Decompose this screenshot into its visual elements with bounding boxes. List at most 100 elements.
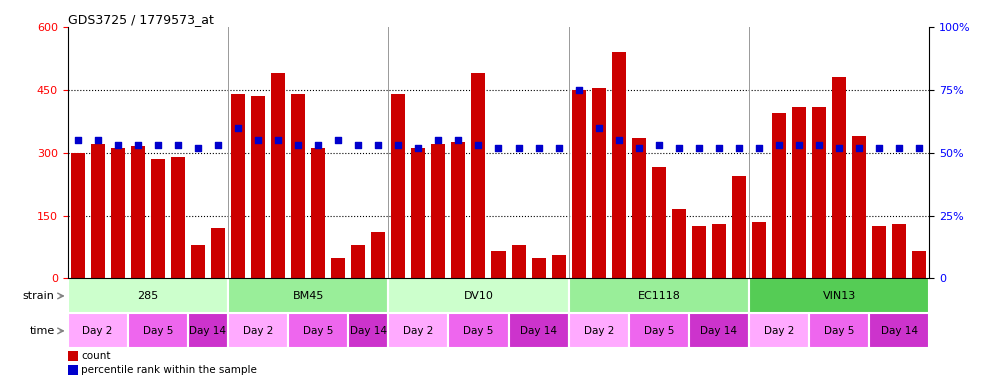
- Point: [70, 137, 85, 143]
- Bar: [672, 209, 686, 278]
- Point: [571, 87, 586, 93]
- Bar: [509, 313, 569, 348]
- Bar: [732, 176, 746, 278]
- Point: [751, 144, 767, 151]
- Point: [731, 144, 746, 151]
- Bar: [491, 251, 506, 278]
- Bar: [231, 94, 245, 278]
- Text: EC1118: EC1118: [637, 291, 680, 301]
- Bar: [448, 313, 509, 348]
- Bar: [870, 313, 929, 348]
- Point: [130, 142, 146, 148]
- Bar: [569, 313, 629, 348]
- Text: Day 2: Day 2: [763, 326, 794, 336]
- Text: Day 5: Day 5: [824, 326, 855, 336]
- Bar: [552, 255, 566, 278]
- Text: Day 14: Day 14: [350, 326, 387, 336]
- Point: [391, 142, 407, 148]
- Bar: [772, 113, 786, 278]
- Bar: [127, 313, 188, 348]
- Bar: [151, 159, 165, 278]
- Point: [230, 124, 246, 131]
- Bar: [532, 258, 546, 278]
- Bar: [392, 94, 406, 278]
- Bar: [228, 313, 288, 348]
- Point: [190, 144, 206, 151]
- Text: Day 5: Day 5: [142, 326, 173, 336]
- Bar: [689, 313, 749, 348]
- Bar: [712, 224, 726, 278]
- Point: [430, 137, 446, 143]
- Point: [711, 144, 727, 151]
- Point: [270, 137, 286, 143]
- Bar: [629, 313, 689, 348]
- Point: [371, 142, 387, 148]
- Point: [671, 144, 687, 151]
- Text: VIN13: VIN13: [823, 291, 856, 301]
- Bar: [873, 226, 887, 278]
- Point: [851, 144, 867, 151]
- Bar: [852, 136, 866, 278]
- Bar: [351, 245, 365, 278]
- Bar: [90, 144, 104, 278]
- Bar: [228, 278, 389, 313]
- Text: Day 5: Day 5: [644, 326, 674, 336]
- Point: [210, 142, 226, 148]
- Bar: [832, 77, 846, 278]
- Point: [551, 144, 567, 151]
- Text: Day 2: Day 2: [83, 326, 113, 336]
- Point: [150, 142, 166, 148]
- Bar: [412, 149, 425, 278]
- Text: GDS3725 / 1779573_at: GDS3725 / 1779573_at: [68, 13, 214, 26]
- Bar: [591, 88, 605, 278]
- Bar: [389, 278, 569, 313]
- Text: Day 5: Day 5: [303, 326, 333, 336]
- Bar: [171, 157, 185, 278]
- Point: [250, 137, 266, 143]
- Bar: [471, 73, 485, 278]
- Point: [610, 137, 626, 143]
- Bar: [271, 73, 285, 278]
- Point: [691, 144, 707, 151]
- Bar: [692, 226, 706, 278]
- Point: [350, 142, 366, 148]
- Bar: [893, 224, 907, 278]
- Bar: [68, 365, 78, 375]
- Point: [290, 142, 306, 148]
- Point: [811, 142, 827, 148]
- Bar: [611, 52, 626, 278]
- Bar: [348, 313, 389, 348]
- Bar: [512, 245, 526, 278]
- Text: Day 14: Day 14: [881, 326, 917, 336]
- Bar: [288, 313, 348, 348]
- Point: [450, 137, 466, 143]
- Point: [651, 142, 667, 148]
- Text: Day 2: Day 2: [583, 326, 614, 336]
- Bar: [250, 96, 265, 278]
- Bar: [211, 228, 225, 278]
- Text: Day 14: Day 14: [520, 326, 557, 336]
- Bar: [572, 90, 585, 278]
- Text: strain: strain: [23, 291, 55, 301]
- Point: [511, 144, 527, 151]
- Bar: [371, 232, 386, 278]
- Text: count: count: [82, 351, 111, 361]
- Point: [310, 142, 326, 148]
- Point: [170, 142, 186, 148]
- Bar: [812, 106, 826, 278]
- Point: [791, 142, 807, 148]
- Text: time: time: [30, 326, 55, 336]
- Bar: [331, 258, 345, 278]
- Point: [470, 142, 486, 148]
- Point: [411, 144, 426, 151]
- Bar: [71, 153, 84, 278]
- Bar: [68, 313, 127, 348]
- Point: [109, 142, 125, 148]
- Bar: [652, 167, 666, 278]
- Bar: [110, 149, 124, 278]
- Text: Day 5: Day 5: [463, 326, 494, 336]
- Text: Day 14: Day 14: [701, 326, 738, 336]
- Point: [89, 137, 105, 143]
- Bar: [389, 313, 448, 348]
- Bar: [569, 278, 749, 313]
